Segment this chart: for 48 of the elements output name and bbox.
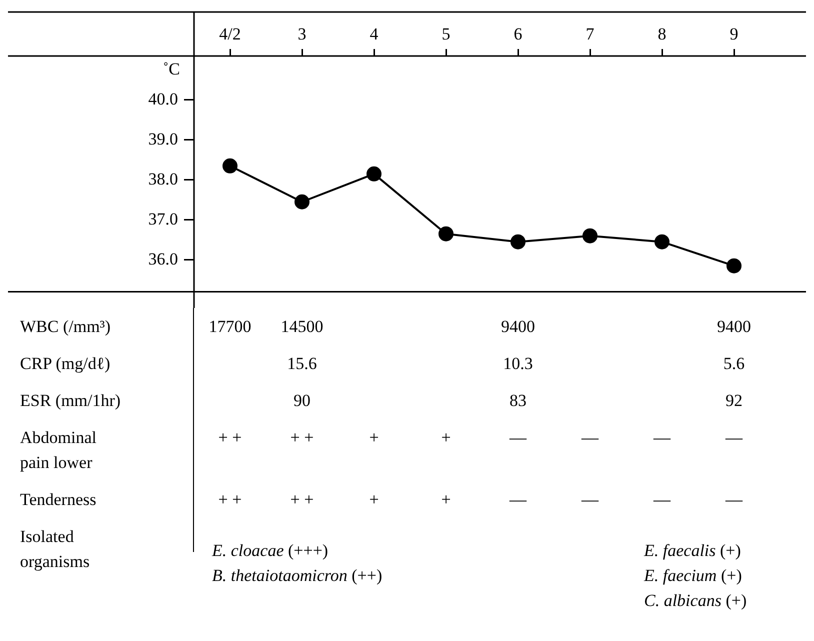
- category-label: Abdominal pain lower: [20, 428, 96, 472]
- text: —: [726, 490, 742, 509]
- category-label: CRP (mg/dℓ): [20, 354, 110, 373]
- x-tick-label: 4/2: [219, 24, 241, 44]
- y-tick-label: 39.0: [148, 129, 178, 148]
- text: + +: [290, 490, 314, 509]
- x-tick-label: 4: [370, 24, 379, 44]
- x-tick-label: 3: [298, 24, 306, 44]
- text: 9400: [717, 317, 751, 336]
- text: +: [369, 490, 379, 509]
- text: —: [582, 428, 598, 447]
- y-tick-label: 38.0: [148, 169, 178, 188]
- text: —: [654, 490, 670, 509]
- category-label: Isolated organisms: [20, 527, 90, 571]
- text: 5.6: [723, 354, 745, 373]
- text: +: [369, 428, 379, 447]
- y-tick-label: 36.0: [148, 249, 178, 268]
- y-tick-label: 37.0: [148, 209, 178, 228]
- text: 10.3: [503, 354, 533, 373]
- text: + +: [290, 428, 314, 447]
- category-label: ESR (mm/1hr): [20, 391, 121, 410]
- x-tick-label: 9: [730, 24, 738, 44]
- text: 9400: [501, 317, 535, 336]
- y-axis-title: ˚C: [163, 59, 180, 78]
- text: —: [510, 490, 526, 509]
- x-tick-label: 7: [586, 24, 595, 44]
- category-label: Tenderness: [20, 490, 96, 509]
- text: 90: [294, 391, 310, 410]
- text: E. faecalis (+) E. faecium (+) C. albicans (+): [644, 541, 747, 610]
- text: +: [441, 428, 451, 447]
- x-tick-label: 6: [514, 24, 522, 44]
- text: 17700: [208, 317, 252, 336]
- text: E. cloacae (+++) B. thetaiotaomicron (++): [212, 541, 382, 585]
- text: —: [654, 428, 670, 447]
- text: 14500: [280, 317, 324, 336]
- x-tick-label: 5: [442, 24, 450, 44]
- text: —: [726, 428, 742, 447]
- text: 15.6: [287, 354, 317, 373]
- text: + +: [218, 428, 242, 447]
- x-tick-label: 8: [658, 24, 666, 44]
- text: + +: [218, 490, 242, 509]
- text: 92: [726, 391, 742, 410]
- text: 83: [510, 391, 526, 410]
- text: —: [582, 490, 598, 509]
- text: +: [441, 490, 451, 509]
- y-tick-label: 40.0: [148, 89, 178, 108]
- text: —: [510, 428, 526, 447]
- category-label: WBC (/mm³): [20, 317, 111, 336]
